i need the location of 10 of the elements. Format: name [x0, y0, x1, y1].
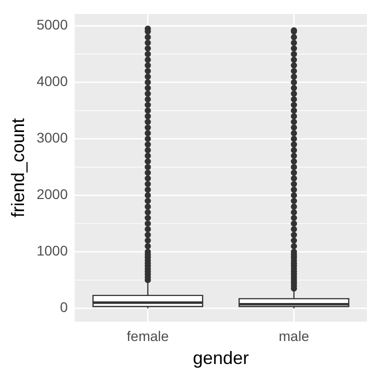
y-axis-title: friend_count	[8, 118, 28, 218]
x-tick-label: male	[278, 328, 310, 344]
y-tick-label: 4000	[36, 73, 68, 90]
y-tick-label: 5000	[36, 16, 68, 33]
y-tick-label: 3000	[36, 130, 68, 146]
x-axis-title: gender	[192, 348, 249, 368]
x-tick-label: female	[126, 328, 170, 344]
y-tick-label: 1000	[36, 242, 68, 259]
y-tick-label: 2000	[36, 186, 68, 202]
y-tick-label: 0	[60, 299, 68, 316]
